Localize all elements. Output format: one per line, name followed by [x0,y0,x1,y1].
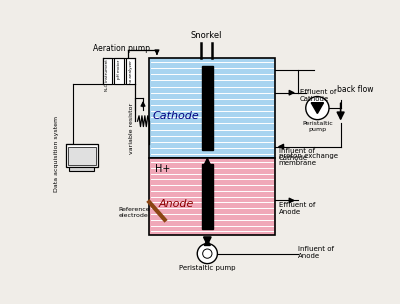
Text: Reference
electrode: Reference electrode [118,207,150,218]
Text: N₂O instrument: N₂O instrument [105,60,109,92]
Bar [202,164,213,229]
Text: no analyzer: no analyzer [129,60,133,84]
Bar [114,58,124,84]
Text: Cathode: Cathode [153,111,200,121]
Text: variable resistor: variable resistor [129,103,134,154]
Bar [149,158,275,235]
Text: Effluent of
Cathode: Effluent of Cathode [300,89,336,102]
Text: Peristaltic
pump: Peristaltic pump [302,121,333,132]
Bar [126,58,135,84]
Text: proton exchange
membrane: proton exchange membrane [279,153,338,166]
Bar [202,66,213,150]
Bar [149,58,275,158]
Text: Influent of
Anode: Influent of Anode [298,246,334,259]
Text: H+: H+ [155,164,171,174]
Text: Peristaltic pump: Peristaltic pump [179,265,236,271]
Text: Effluent of
Anode: Effluent of Anode [279,202,315,215]
Circle shape [203,249,212,258]
Bar [68,147,96,165]
Text: pH motor: pH motor [117,60,121,79]
Bar [103,58,112,84]
Text: Data acquisition system: Data acquisition system [54,116,59,192]
Text: Influent of
Cathode: Influent of Cathode [279,148,315,161]
Text: Aeration pump: Aeration pump [93,44,150,53]
Bar [66,144,98,168]
Circle shape [306,97,329,120]
Text: back flow: back flow [337,85,373,94]
Polygon shape [311,103,324,113]
Text: Anode: Anode [159,199,194,209]
Bar [69,168,94,171]
Text: Snorkel: Snorkel [191,31,222,40]
Circle shape [197,244,218,264]
